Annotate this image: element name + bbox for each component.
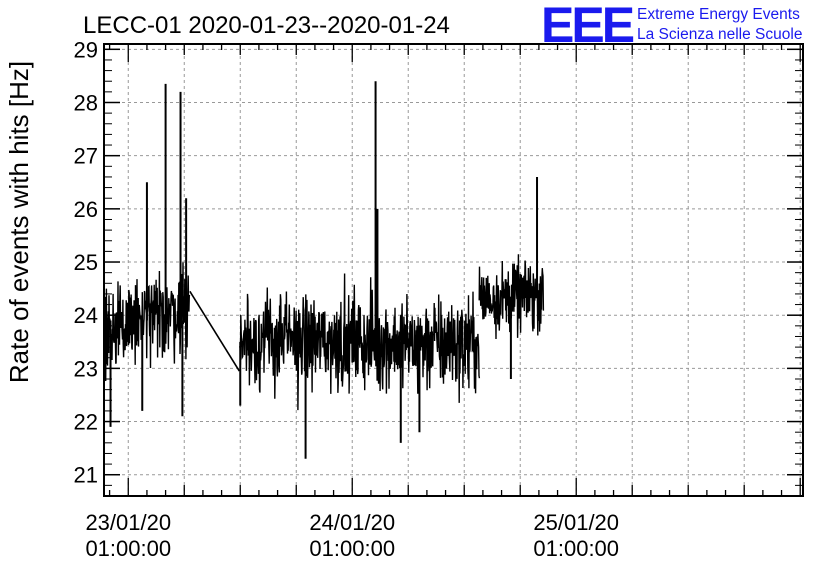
y-tick-labels: 21 22 23 24 25 26 27 28 29: [74, 37, 98, 487]
series-segment-1: [239, 273, 481, 411]
grid: [104, 44, 803, 496]
x-tick-label-time: 01:00:00: [533, 536, 619, 561]
x-tick-label-date: 25/01/20: [533, 510, 619, 535]
x-tick-label-date: 24/01/20: [309, 510, 395, 535]
x-tick-label-time: 01:00:00: [85, 536, 171, 561]
y-tick-label: 26: [74, 197, 98, 222]
y-tick-label: 28: [74, 90, 98, 115]
plot-frame: [103, 43, 804, 497]
x-tick-label-time: 01:00:00: [309, 536, 395, 561]
y-tick-label: 25: [74, 250, 98, 275]
gap-bridge-line: [189, 290, 241, 372]
y-tick-label: 23: [74, 356, 98, 381]
x-tick-label-date: 23/01/20: [85, 510, 171, 535]
y-tick-label: 21: [74, 463, 98, 488]
chart-title: LECC-01 2020-01-23--2020-01-24: [83, 12, 450, 39]
y-tick-label: 27: [74, 144, 98, 169]
series-segment-0: [104, 262, 191, 382]
x-tick-labels: 23/01/2001:00:0024/01/2001:00:0025/01/20…: [85, 510, 619, 561]
logo-line-1: Extreme Energy Events: [637, 6, 800, 23]
y-axis-label: Rate of events with hits [Hz]: [4, 61, 34, 383]
y-tick-label: 22: [74, 410, 98, 435]
eee-logo: EEE Extreme Energy Events La Scienza nel…: [541, 0, 802, 53]
series-rate: [104, 81, 545, 459]
axis-ticks: [104, 44, 803, 497]
logo-line-2: La Scienza nelle Scuole: [637, 26, 802, 43]
logo-mark: EEE: [541, 0, 634, 53]
y-tick-label: 24: [74, 303, 98, 328]
y-tick-label: 29: [74, 37, 98, 62]
